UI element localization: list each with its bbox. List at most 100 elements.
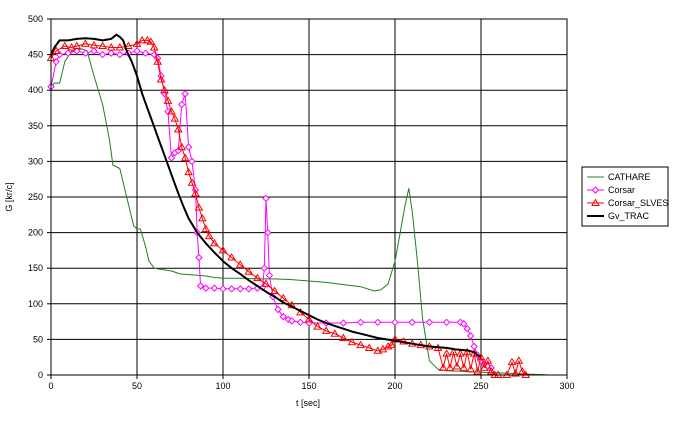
- data-point: [460, 320, 468, 328]
- data-point: [160, 85, 169, 94]
- data-point: [219, 285, 227, 293]
- y-axis-label: G [kг/с]: [4, 182, 14, 211]
- data-point: [196, 282, 205, 290]
- data-point: [173, 124, 183, 133]
- grid-lines: [47, 18, 568, 379]
- y-tick-label: 50: [33, 334, 43, 344]
- x-tick-label: 0: [48, 381, 53, 391]
- legend-label: CATHARE: [608, 172, 650, 182]
- data-point: [60, 41, 70, 50]
- data-point: [235, 260, 245, 268]
- data-point: [64, 49, 72, 57]
- data-point: [167, 107, 176, 115]
- data-point: [184, 143, 193, 151]
- x-tick-label: 50: [132, 381, 142, 391]
- data-point: [202, 284, 210, 292]
- data-point: [72, 41, 82, 50]
- data-point: [383, 342, 393, 350]
- data-point: [480, 363, 489, 371]
- data-point: [177, 142, 187, 151]
- data-point: [245, 285, 253, 293]
- data-point: [364, 343, 374, 351]
- data-point: [194, 203, 204, 211]
- y-tick-label: 300: [28, 156, 43, 166]
- data-point: [106, 42, 116, 51]
- data-point: [511, 369, 520, 377]
- data-point: [81, 39, 90, 47]
- x-tick-label: 100: [215, 381, 230, 391]
- data-point: [313, 322, 322, 330]
- data-point: [442, 318, 451, 327]
- data-point: [339, 333, 348, 341]
- series-line: [50, 48, 567, 376]
- data-point: [170, 114, 180, 122]
- legend-label: Corsar: [608, 185, 635, 195]
- plot-frame: [50, 18, 568, 376]
- data-point: [463, 325, 471, 333]
- data-point: [236, 285, 244, 293]
- data-point: [204, 231, 214, 240]
- data-point: [356, 340, 365, 349]
- data-point: [356, 318, 365, 327]
- data-point: [141, 49, 150, 57]
- x-tick-label: 200: [387, 381, 402, 391]
- data-point: [296, 318, 305, 327]
- y-tick-label: 450: [28, 50, 43, 60]
- data-point: [116, 50, 124, 59]
- y-tick-label: 150: [28, 263, 43, 273]
- data-point: [98, 50, 107, 59]
- data-point: [262, 194, 270, 203]
- data-point: [408, 318, 416, 327]
- data-point: [374, 318, 382, 327]
- data-point: [181, 90, 189, 98]
- data-point: [51, 46, 61, 55]
- data-point: [486, 366, 496, 375]
- data-point: [178, 100, 186, 109]
- data-point: [197, 213, 207, 222]
- data-point: [210, 284, 219, 292]
- x-tick-labels: 0 50 100 150 200 250 300: [48, 381, 574, 391]
- data-point: [445, 363, 455, 371]
- data-point: [218, 245, 228, 254]
- data-point: [146, 37, 156, 45]
- legend: CATHARE Corsar Corsar_SLVES Gv_TRAC: [581, 166, 669, 227]
- data-point: [133, 47, 141, 55]
- legend-label: Gv_TRAC: [608, 211, 650, 221]
- data-point: [244, 267, 254, 275]
- data-point: [184, 167, 193, 176]
- data-point: [142, 35, 152, 44]
- data-point: [253, 273, 262, 282]
- series-group: [46, 33, 567, 378]
- data-point: [483, 356, 493, 364]
- data-point: [227, 253, 236, 261]
- data-point: [517, 366, 527, 375]
- data-point: [191, 188, 200, 197]
- data-point: [455, 349, 465, 357]
- y-tick-label: 100: [28, 299, 43, 309]
- data-point: [347, 337, 357, 346]
- data-point: [466, 332, 475, 340]
- data-point: [90, 47, 98, 55]
- x-tick-label: 150: [301, 381, 316, 391]
- data-point: [466, 364, 476, 373]
- data-point: [391, 318, 399, 327]
- y-tick-label: 400: [28, 85, 43, 95]
- data-point: [459, 363, 469, 371]
- data-point: [107, 49, 115, 57]
- data-point: [304, 314, 314, 323]
- data-point: [261, 279, 271, 287]
- legend-label: Corsar_SLVES: [608, 198, 668, 208]
- series-corsar-slves: [46, 35, 531, 378]
- data-point: [278, 293, 288, 302]
- series-line: [50, 50, 492, 369]
- data-point: [115, 42, 125, 51]
- data-point: [288, 317, 296, 325]
- y-tick-labels: 0 50 100 150 200 250 300 350 400 450 500: [28, 14, 43, 380]
- data-point: [387, 340, 396, 349]
- data-point: [210, 238, 219, 247]
- x-tick-label: 250: [473, 381, 488, 391]
- data-point: [330, 329, 340, 337]
- data-point: [390, 334, 400, 343]
- data-point: [180, 153, 190, 161]
- y-tick-label: 0: [38, 370, 43, 380]
